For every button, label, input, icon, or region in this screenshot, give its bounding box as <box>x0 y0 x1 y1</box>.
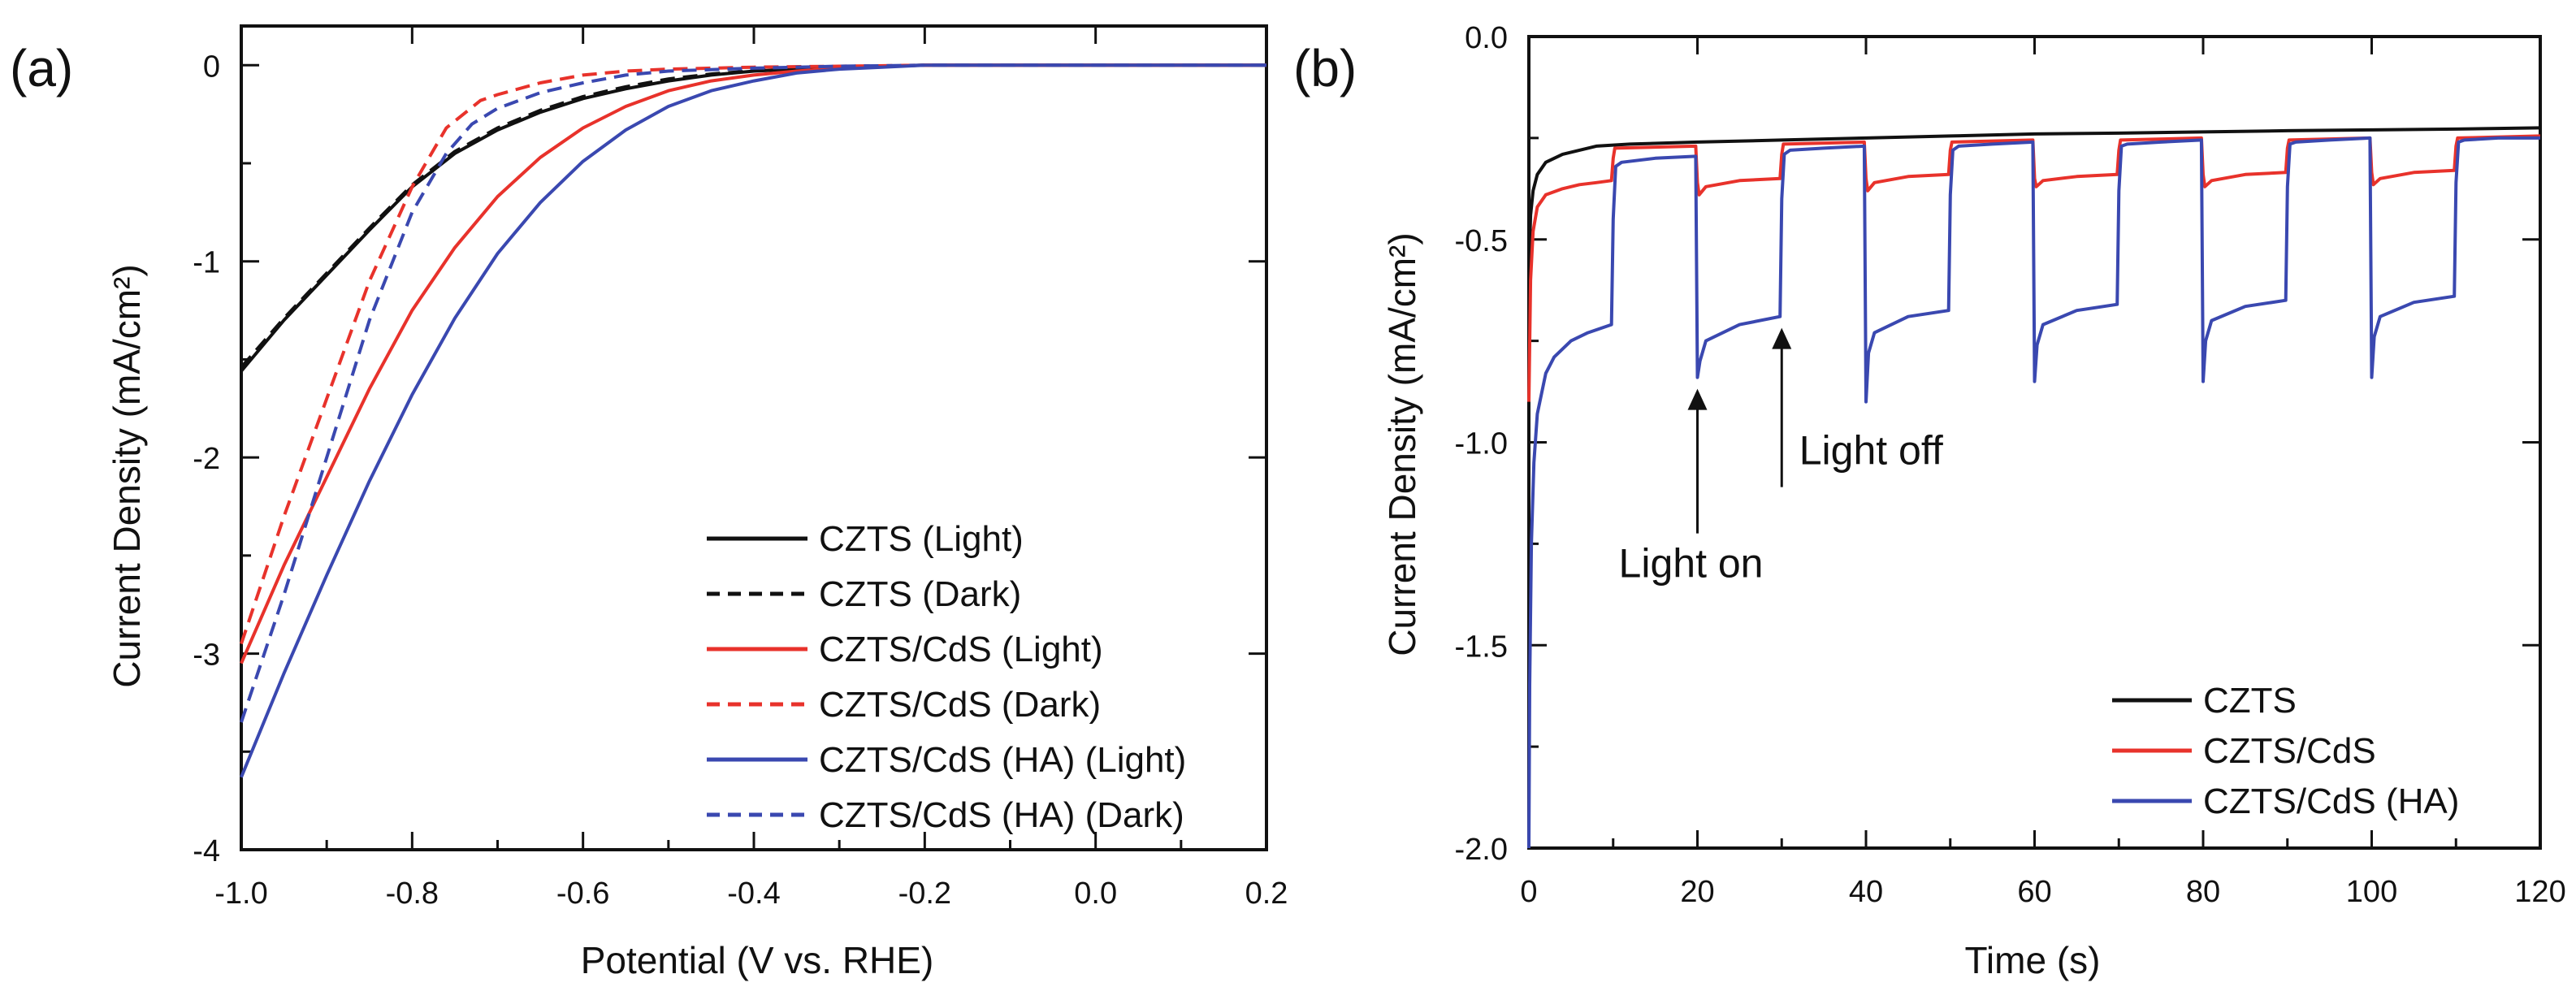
panel-b-x-tick-label: 60 <box>2017 875 2051 909</box>
panel-b-y-tick-label: -1.0 <box>1455 427 1508 461</box>
panel-a-legend-label-czts-cds-light: CZTS/CdS (Light) <box>819 630 1103 669</box>
panel-b-y-axis-title: Current Density (mA/cm²) <box>1381 232 1423 656</box>
panel-a-axis-ticks: -1.0 -0.8 -0.6 -0.4 -0.2 0.0 0.2 0 -1 -2 -3 -4 <box>193 26 1288 911</box>
panel-b-x-tick-label: 20 <box>1680 875 1714 909</box>
panel-a-x-tick-label: -0.8 <box>386 877 439 911</box>
panel-a-series <box>240 63 1266 778</box>
panel-b-x-tick-label: 80 <box>2186 875 2220 909</box>
panel-a-legend-label-czts-cds-ha-light: CZTS/CdS (HA) (Light) <box>819 740 1186 780</box>
panel-b-annotation-arrowhead <box>1772 327 1792 349</box>
panel-b-x-tick-label: 40 <box>1849 875 1883 909</box>
panel-a-legend: CZTS (Light) CZTS (Dark) CZTS/CdS (Light) C… <box>707 519 1186 835</box>
panel-a-series-czts-cds-ha-dark <box>240 63 1266 723</box>
panel-a-legend-label-czts-cds-ha-dark: CZTS/CdS (HA) (Dark) <box>819 795 1184 835</box>
panel-a-x-axis-title: Potential (V vs. RHE) <box>581 939 934 981</box>
panel-b-x-tick-label: 0 <box>1520 875 1537 909</box>
panel-a-y-tick-label: -4 <box>193 834 220 868</box>
panel-b-legend-label-czts: CZTS <box>2203 681 2297 721</box>
panel-b-legend-label-czts-cds-ha: CZTS/CdS (HA) <box>2203 781 2459 821</box>
panel-a-x-tick-label: -0.6 <box>556 877 609 911</box>
panel-a-series-czts-dark <box>240 63 1266 369</box>
panel-b-annotation-label-light-off: Light off <box>1799 428 1943 474</box>
panel-a-y-tick-label: -1 <box>193 246 220 280</box>
panel-b-y-tick-label: -0.5 <box>1455 224 1508 258</box>
panel-b-legend-label-czts-cds: CZTS/CdS <box>2203 731 2376 771</box>
panel-a-legend-label-czts-dark: CZTS (Dark) <box>819 574 1021 614</box>
panel-a-series-czts-cds-ha-light <box>240 63 1266 778</box>
panel-b-axis-ticks: 0 20 40 60 80 100 120 0.0 -0.5 -1.0 -1.5 -2.0 <box>1455 21 2566 909</box>
panel-b-x-axis-title: Time (s) <box>1965 939 2101 981</box>
panel-a-chart: (a) Potential (V vs. RHE) Current Densit… <box>10 24 1288 981</box>
panel-a-plot-frame <box>240 24 1268 851</box>
panel-b-y-tick-label: 0.0 <box>1465 21 1508 55</box>
panel-a-x-tick-label: -0.2 <box>898 877 951 911</box>
panel-b-y-tick-label: -1.5 <box>1455 630 1508 664</box>
panel-b-annotation-arrowhead <box>1687 388 1708 410</box>
panel-a-x-tick-label: 0.0 <box>1074 877 1117 911</box>
panel-b-x-tick-label: 120 <box>2514 875 2565 909</box>
panel-b-annotation-label-light-on: Light on <box>1619 541 1764 587</box>
panel-b-series-czts <box>1527 126 2541 272</box>
panel-a-y-tick-label: -3 <box>193 639 220 673</box>
panel-a-x-tick-label: 0.2 <box>1245 877 1288 911</box>
panel-a-legend-label-czts-cds-dark: CZTS/CdS (Dark) <box>819 685 1101 725</box>
panel-a-x-tick-label: -1.0 <box>214 877 267 911</box>
panel-b-x-tick-label: 100 <box>2346 875 2397 909</box>
panel-a-y-tick-label: -2 <box>193 442 220 476</box>
panel-a-label: (a) <box>10 39 73 97</box>
panel-a-series-czts-cds-dark <box>240 63 1266 645</box>
panel-a-y-axis-title: Current Density (mA/cm²) <box>106 264 148 687</box>
panel-b-series-czts-cds-ha <box>1527 136 2540 849</box>
panel-b-label: (b) <box>1293 39 1357 97</box>
panel-b-series <box>1527 126 2541 849</box>
panel-b-y-tick-label: -2.0 <box>1455 833 1508 867</box>
panel-b-annotations: Light on Light off <box>1619 327 1943 587</box>
panel-b-chart: (b) Time (s) Current Density (mA/cm²) 0 2… <box>1293 21 2566 981</box>
panel-a-series-czts-light <box>240 63 1266 373</box>
panel-a-series-czts-cds-light <box>240 63 1266 664</box>
panel-a-x-tick-label: -0.4 <box>727 877 780 911</box>
panel-a-legend-label-czts-light: CZTS (Light) <box>819 519 1024 559</box>
panel-a-y-tick-label: 0 <box>203 50 220 84</box>
panel-b-legend: CZTS CZTS/CdS CZTS/CdS (HA) <box>2112 681 2459 821</box>
